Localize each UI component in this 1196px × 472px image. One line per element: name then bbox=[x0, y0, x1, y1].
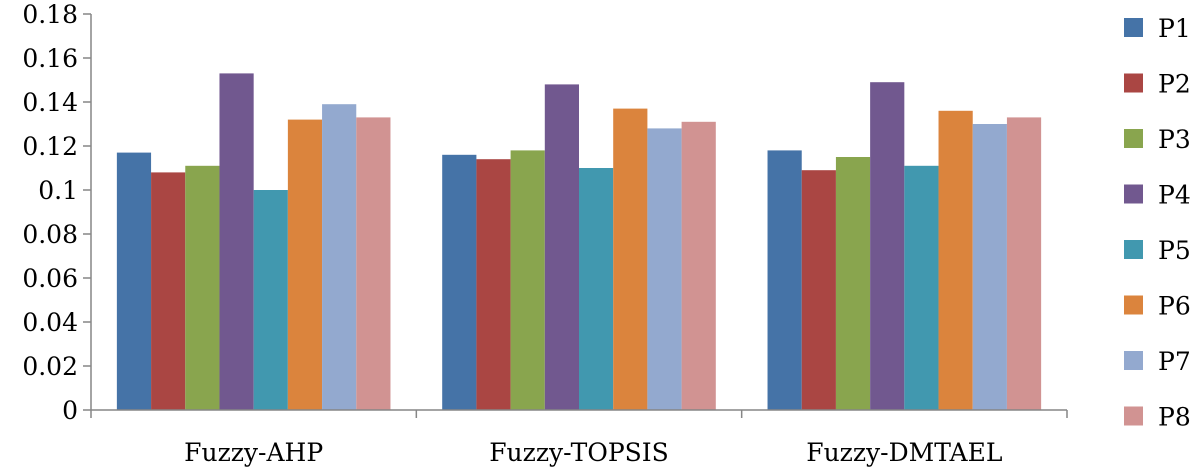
legend-swatch-p8 bbox=[1124, 406, 1143, 426]
y-axis-ticks: 0 0.02 0.04 0.06 0.08 0.1 0.12 0.14 0.16 0.18 bbox=[22, 0, 91, 425]
y-tick-label: 0.12 bbox=[22, 132, 78, 161]
bar-p7-fuzzy-dmtael bbox=[972, 124, 1007, 410]
legend-swatch-p3 bbox=[1124, 129, 1143, 148]
bar-p3-fuzzy-ahp bbox=[185, 165, 220, 410]
bar-p6-fuzzy-ahp bbox=[287, 119, 323, 410]
bar-p5-fuzzy-ahp bbox=[253, 190, 288, 410]
legend-label-p7: P7 bbox=[1158, 347, 1191, 376]
legend-label-p2: P2 bbox=[1158, 70, 1191, 99]
legend-label-p1: P1 bbox=[1158, 14, 1191, 43]
bars-group bbox=[116, 73, 1042, 411]
bar-p8-fuzzy-dmtael bbox=[1006, 117, 1042, 411]
y-tick-label: 0.16 bbox=[22, 44, 78, 73]
bar-p1-fuzzy-ahp bbox=[116, 152, 152, 410]
legend-swatch-p5 bbox=[1124, 240, 1143, 259]
bar-p3-fuzzy-dmtael bbox=[835, 157, 871, 410]
bar-p2-fuzzy-ahp bbox=[151, 172, 186, 410]
bar-p4-fuzzy-topsis bbox=[544, 84, 579, 411]
legend-swatch-p1 bbox=[1124, 18, 1143, 37]
legend-swatch-p6 bbox=[1124, 295, 1143, 315]
x-category-label: Fuzzy-AHP bbox=[184, 438, 323, 467]
legend-label-p3: P3 bbox=[1158, 125, 1191, 154]
bar-p1-fuzzy-topsis bbox=[442, 154, 477, 410]
legend-swatch-p7 bbox=[1124, 351, 1143, 370]
bar-p7-fuzzy-ahp bbox=[322, 104, 357, 410]
y-tick-label: 0.04 bbox=[22, 308, 78, 337]
legend-label-p8: P8 bbox=[1158, 403, 1191, 432]
y-tick-label: 0.08 bbox=[22, 220, 78, 249]
y-tick-label: 0.02 bbox=[22, 352, 78, 381]
bar-p5-fuzzy-dmtael bbox=[904, 165, 939, 410]
legend-swatch-p2 bbox=[1124, 73, 1143, 93]
bar-p8-fuzzy-topsis bbox=[681, 121, 716, 411]
x-category-label: Fuzzy-TOPSIS bbox=[489, 438, 669, 467]
legend-swatch-p4 bbox=[1124, 184, 1143, 204]
y-tick-label: 0.18 bbox=[22, 0, 78, 29]
bar-p2-fuzzy-topsis bbox=[476, 159, 511, 410]
x-category-label: Fuzzy-DMTAEL bbox=[806, 438, 1002, 467]
axes bbox=[90, 14, 1068, 418]
y-tick-label: 0.06 bbox=[22, 264, 78, 293]
bar-p2-fuzzy-dmtael bbox=[801, 170, 836, 410]
x-axis-labels: Fuzzy-AHP Fuzzy-TOPSIS Fuzzy-DMTAEL bbox=[184, 438, 1002, 467]
bar-p6-fuzzy-topsis bbox=[613, 108, 648, 410]
bar-p1-fuzzy-dmtael bbox=[767, 150, 802, 410]
bar-p4-fuzzy-dmtael bbox=[870, 82, 905, 410]
y-tick-label: 0.1 bbox=[38, 176, 78, 205]
bar-p6-fuzzy-dmtael bbox=[938, 110, 973, 411]
bar-p7-fuzzy-topsis bbox=[647, 128, 682, 410]
legend-label-p4: P4 bbox=[1158, 181, 1191, 210]
bar-p4-fuzzy-ahp bbox=[219, 73, 254, 411]
bar-p5-fuzzy-topsis bbox=[579, 168, 614, 410]
bar-p3-fuzzy-topsis bbox=[510, 150, 545, 410]
y-tick-label: 0 bbox=[62, 396, 78, 425]
y-tick-label: 0.14 bbox=[22, 88, 78, 117]
legend: P1 P2 P3 P4 P5 P6 P7 P8 bbox=[1124, 14, 1191, 432]
legend-label-p5: P5 bbox=[1158, 236, 1191, 265]
bar-p8-fuzzy-ahp bbox=[356, 117, 391, 411]
legend-label-p6: P6 bbox=[1158, 292, 1191, 321]
